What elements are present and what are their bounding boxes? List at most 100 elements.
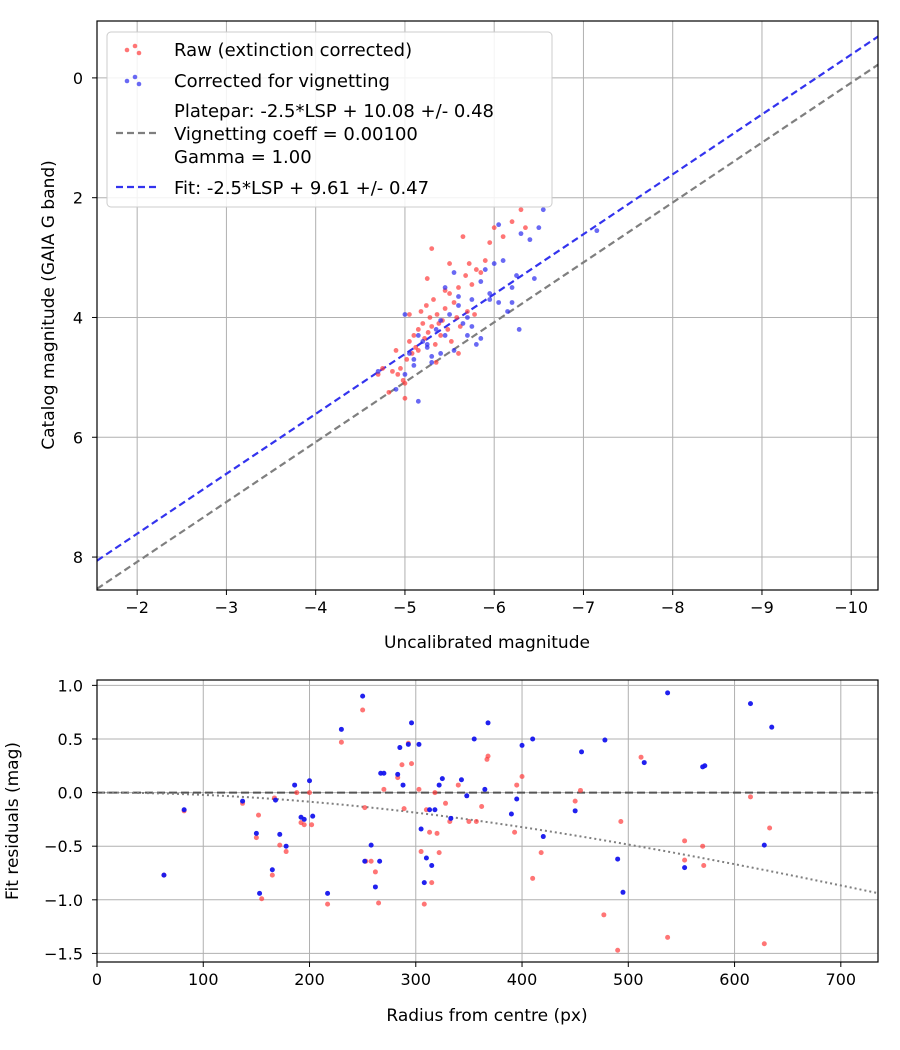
corrected-residual-point [458, 777, 464, 783]
corrected-point [438, 318, 444, 323]
raw-residual-point [615, 947, 621, 953]
raw-residual-point [253, 835, 259, 841]
raw-residual-point [473, 819, 479, 825]
magnitude-x-ticks: −2 −3 −4 −5 −6 −7 −8 −9 −10 [125, 590, 868, 617]
corrected-point [496, 300, 502, 305]
raw-point [423, 303, 429, 308]
corrected-point [415, 333, 421, 338]
y-tick-label: 0.0 [58, 784, 83, 803]
corrected-point [487, 291, 493, 296]
raw-residual-point [309, 822, 315, 828]
raw-residual-point [294, 790, 300, 796]
corrected-residual-point [395, 771, 401, 777]
y-tick-label: 4 [73, 308, 83, 327]
corrected-residual-point [362, 858, 368, 864]
legend-raw-marker [124, 43, 142, 56]
raw-point [463, 273, 469, 278]
corrected-residual-point [325, 890, 331, 896]
raw-residual-point [572, 798, 578, 804]
raw-point [460, 234, 466, 240]
raw-residual-point [427, 829, 433, 835]
raw-residual-point [434, 830, 440, 836]
corrected-point [594, 228, 600, 234]
corrected-point [451, 348, 457, 353]
raw-point [398, 365, 403, 371]
corrected-residual-point [530, 736, 536, 742]
raw-point [466, 261, 472, 266]
corrected-point [518, 231, 524, 237]
raw-point [415, 348, 421, 353]
corrected-point [415, 398, 421, 404]
raw-point [402, 380, 408, 386]
legend-corrected-label: Corrected for vignetting [174, 71, 390, 92]
corrected-residual-point [397, 745, 403, 751]
corrected-residual-point [292, 782, 298, 788]
residuals-y-ticks: 1.0 0.5 0.0 −0.5 −1.0 −1.5 [44, 676, 97, 963]
raw-residual-point [256, 812, 262, 818]
corrected-residual-point [620, 889, 626, 895]
corrected-point [424, 342, 430, 347]
raw-residual-point [577, 787, 583, 793]
y-tick-label: −0.5 [44, 837, 83, 856]
corrected-point [456, 303, 461, 308]
corrected-residual-point [769, 724, 775, 730]
corrected-residual-point [448, 815, 454, 821]
corrected-residual-point [702, 763, 708, 769]
raw-residual-point [416, 786, 422, 792]
corrected-residual-point [181, 807, 187, 813]
magnitude-chart: −2 −3 −4 −5 −6 −7 −8 −9 −10 0 2 4 6 8 Uncalibrated m… [39, 20, 879, 653]
residuals-plot-frame [96, 679, 879, 963]
raw-residual-point [530, 875, 536, 881]
raw-residual-point [325, 901, 331, 907]
raw-residual-point [381, 786, 387, 792]
raw-residual-point [767, 825, 773, 831]
legend: Raw (extinction corrected) Corrected for… [106, 31, 553, 208]
corrected-point [402, 312, 408, 317]
raw-residual-point [665, 934, 671, 940]
raw-residual-point [362, 805, 368, 811]
corrected-point [393, 386, 399, 392]
corrected-point [478, 336, 484, 341]
corrected-residual-point [427, 807, 433, 813]
corrected-residual-point [416, 741, 422, 747]
corrected-point [442, 333, 448, 338]
raw-point [456, 351, 461, 356]
raw-residual-point [269, 872, 275, 878]
x-tick-label: −2 [125, 598, 149, 617]
corrected-point [442, 285, 448, 290]
x-tick-label: −7 [572, 598, 596, 617]
x-tick-label: 500 [613, 970, 644, 989]
raw-point [380, 365, 386, 371]
raw-point [438, 333, 444, 338]
raw-point [424, 276, 430, 281]
corrected-residual-point [377, 858, 383, 864]
corrected-point [505, 309, 510, 314]
corrected-residual-point [240, 798, 246, 804]
corrected-point [491, 261, 497, 266]
magnitude-plot-frame [96, 20, 879, 591]
corrected-point [402, 371, 408, 377]
raw-residual-point [747, 794, 753, 800]
corrected-residual-point [381, 770, 387, 776]
raw-residual-point [601, 912, 607, 918]
corrected-residual-point [269, 867, 275, 873]
raw-point [407, 312, 412, 317]
y-tick-label: 0.5 [58, 730, 83, 749]
corrected-point [407, 351, 412, 356]
residuals-y-axis-label: Fit residuals (mag) [3, 742, 23, 900]
corrected-residual-point [747, 701, 753, 707]
corrected-point [460, 321, 466, 326]
raw-residual-point [700, 843, 706, 849]
residuals-grid [96, 680, 878, 962]
raw-residual-point [485, 753, 491, 759]
raw-point [431, 297, 436, 302]
corrected-residual-point [439, 776, 445, 782]
raw-residual-point [277, 842, 283, 848]
raw-point [451, 300, 457, 305]
legend-platepar-label-2: Vignetting coeff = 0.00100 [174, 124, 418, 145]
magnitude-y-axis-label: Catalog magnitude (GAIA G band) [39, 160, 59, 450]
raw-point [478, 270, 484, 275]
raw-point [473, 267, 479, 272]
legend-corrected-marker [124, 74, 142, 87]
